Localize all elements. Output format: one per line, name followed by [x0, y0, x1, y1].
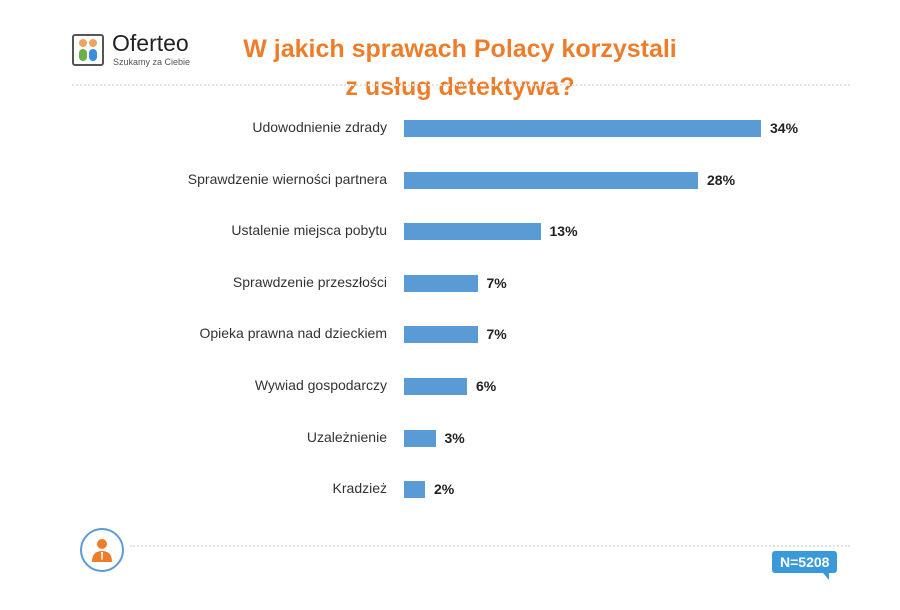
oferteo-logo-icon: [72, 34, 104, 66]
category-label: Sprawdzenie przeszłości: [232, 273, 387, 290]
bar: [404, 481, 425, 499]
title-line-1: W jakich sprawach Polacy korzystali: [243, 35, 677, 63]
sample-size-badge: N=5208: [772, 551, 838, 580]
category-label: Ustalenie miejsca pobytu: [231, 222, 387, 239]
bar: [404, 429, 436, 447]
chart-title: W jakich sprawach Polacy korzystali z us…: [200, 30, 720, 106]
title-line-2: z usług detektywa?: [345, 73, 575, 101]
brand-tagline: Szukamy za Ciebie: [113, 57, 191, 67]
person-icon: [80, 528, 124, 572]
value-label: 28%: [707, 171, 736, 188]
value-label: 7%: [486, 326, 507, 343]
bar: [404, 171, 698, 189]
value-label: 2%: [434, 481, 455, 498]
category-label: Sprawdzenie wierności partnera: [187, 170, 387, 187]
category-label: Kradzież: [332, 480, 387, 497]
category-label: Wywiad gospodarczy: [254, 377, 387, 393]
value-label: 7%: [486, 274, 507, 291]
value-label: 13%: [549, 223, 578, 240]
category-label: Udowodnienie zdrady: [252, 119, 387, 135]
bar: [404, 223, 541, 241]
value-label: 3%: [444, 429, 465, 446]
category-label: Opieka prawna nad dzieckiem: [199, 325, 387, 342]
value-label: 6%: [476, 378, 497, 394]
brand-name: Oferteo: [112, 30, 189, 56]
bar: [404, 326, 478, 344]
top-divider: [72, 84, 850, 86]
bar: [404, 274, 478, 292]
bar: [404, 378, 467, 395]
category-label: Uzależnienie: [306, 428, 387, 445]
bottom-divider: [130, 545, 850, 547]
bar: [404, 120, 761, 137]
value-label: 34%: [770, 120, 799, 136]
